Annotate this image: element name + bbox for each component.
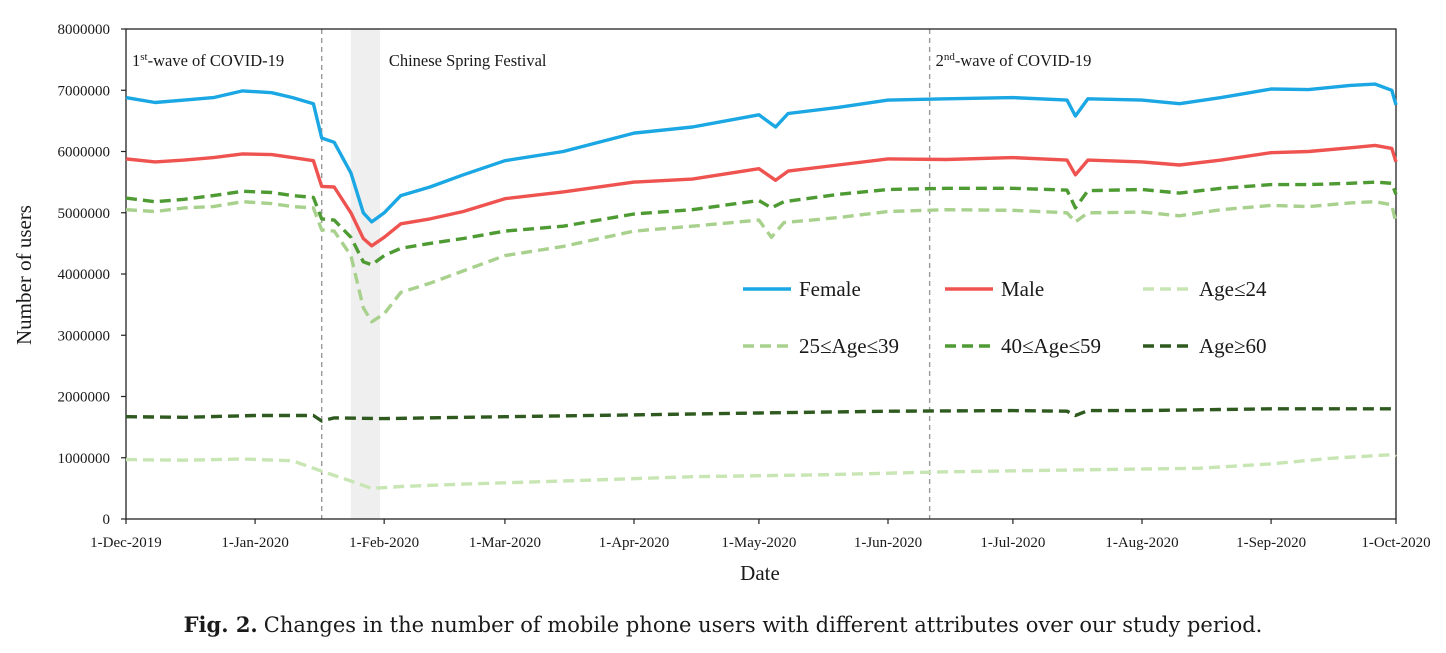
legend: Female Male Age≤24 25≤Age≤39 40≤Age≤59 Age≥60 — [743, 277, 1267, 358]
legend-label: Age≤24 — [1199, 277, 1267, 301]
x-tick-label: 1-Mar-2020 — [469, 535, 541, 551]
series-lines — [125, 82, 1398, 491]
x-tick-label: 1-Dec-2019 — [90, 535, 162, 551]
series-line-4 — [125, 180, 1398, 267]
y-tick-label: 7000000 — [58, 83, 111, 99]
x-axis-title: Date — [740, 561, 780, 585]
y-tick-label: 1000000 — [58, 451, 111, 467]
series-line-5 — [125, 407, 1396, 423]
annotation-lines — [321, 29, 931, 519]
x-tick-label: 1-May-2020 — [721, 535, 796, 551]
series-line-1 — [125, 143, 1398, 248]
legend-label: Male — [1001, 277, 1044, 301]
x-tick-label: 1-Jun-2020 — [854, 535, 922, 551]
legend-label: 25≤Age≤39 — [799, 334, 899, 358]
caption-text: Changes in the number of mobile phone us… — [263, 613, 1263, 637]
x-tick-label: 1-Jan-2020 — [221, 535, 289, 551]
y-tick-label: 3000000 — [58, 328, 111, 344]
plot-frame — [125, 28, 1397, 520]
series-line-3 — [125, 200, 1398, 324]
legend-label: 40≤Age≤59 — [1001, 334, 1101, 358]
y-tick-label: 6000000 — [58, 145, 111, 161]
y-tick-label: 0 — [103, 512, 111, 528]
line-chart: 0 1000000 2000000 3000000 4000000 5000000 6000… — [12, 22, 1431, 585]
y-tick-label: 8000000 — [58, 22, 111, 38]
x-tick-label: 1-Aug-2020 — [1105, 535, 1178, 551]
axes — [121, 28, 1397, 524]
y-tick-label: 4000000 — [58, 267, 111, 283]
x-tick-label: 1-Jul-2020 — [980, 535, 1045, 551]
y-tick-label: 2000000 — [58, 390, 111, 406]
annotation-label-wave: 2nd-wave of COVID-19 — [936, 51, 1092, 70]
tick-labels: 0 1000000 2000000 3000000 4000000 5000000 6000… — [58, 22, 1431, 551]
annotation-label-spring-festival: Chinese Spring Festival — [389, 51, 547, 70]
x-tick-label: 1-Feb-2020 — [349, 535, 419, 551]
x-tick-label: 1-Oct-2020 — [1361, 535, 1430, 551]
annotation-label-wave: 1st-wave of COVID-19 — [132, 51, 284, 70]
caption-label: Fig. 2. — [183, 612, 258, 637]
x-tick-label: 1-Sep-2020 — [1236, 535, 1306, 551]
y-tick-label: 5000000 — [58, 206, 111, 222]
figure-caption: Fig. 2. Changes in the number of mobile p… — [0, 612, 1446, 637]
legend-label: Age≥60 — [1199, 334, 1267, 358]
annotation-labels: 1st-wave of COVID-19 Chinese Spring Festi… — [132, 51, 1091, 70]
series-line-2 — [125, 453, 1397, 491]
series-line-0 — [125, 82, 1398, 224]
y-axis-title: Number of users — [12, 205, 36, 345]
x-tick-label: 1-Apr-2020 — [599, 535, 670, 551]
legend-label: Female — [799, 277, 861, 301]
